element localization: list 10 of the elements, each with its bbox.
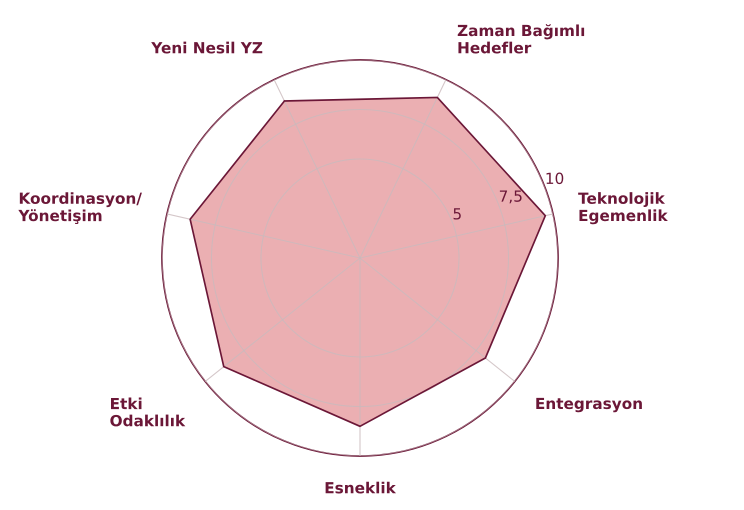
spoke-label: Entegrasyon — [536, 398, 642, 412]
spoke-label: Etki Odaklılık — [110, 397, 186, 426]
spoke-label: Koordinasyon/ Yönetişim — [18, 192, 142, 224]
spoke-label: Esneklik — [326, 482, 396, 494]
spoke-label: Yeni Nesil YZ — [151, 42, 262, 54]
spoke-label: Teknolojik Egemenlik — [578, 192, 668, 224]
y-tick-label: 5 — [454, 208, 461, 220]
y-tick-label: 10 — [546, 172, 564, 184]
spoke-label: Zaman Bağımlı Hedefler — [458, 24, 584, 54]
y-tick-label: 7,5 — [500, 190, 522, 204]
